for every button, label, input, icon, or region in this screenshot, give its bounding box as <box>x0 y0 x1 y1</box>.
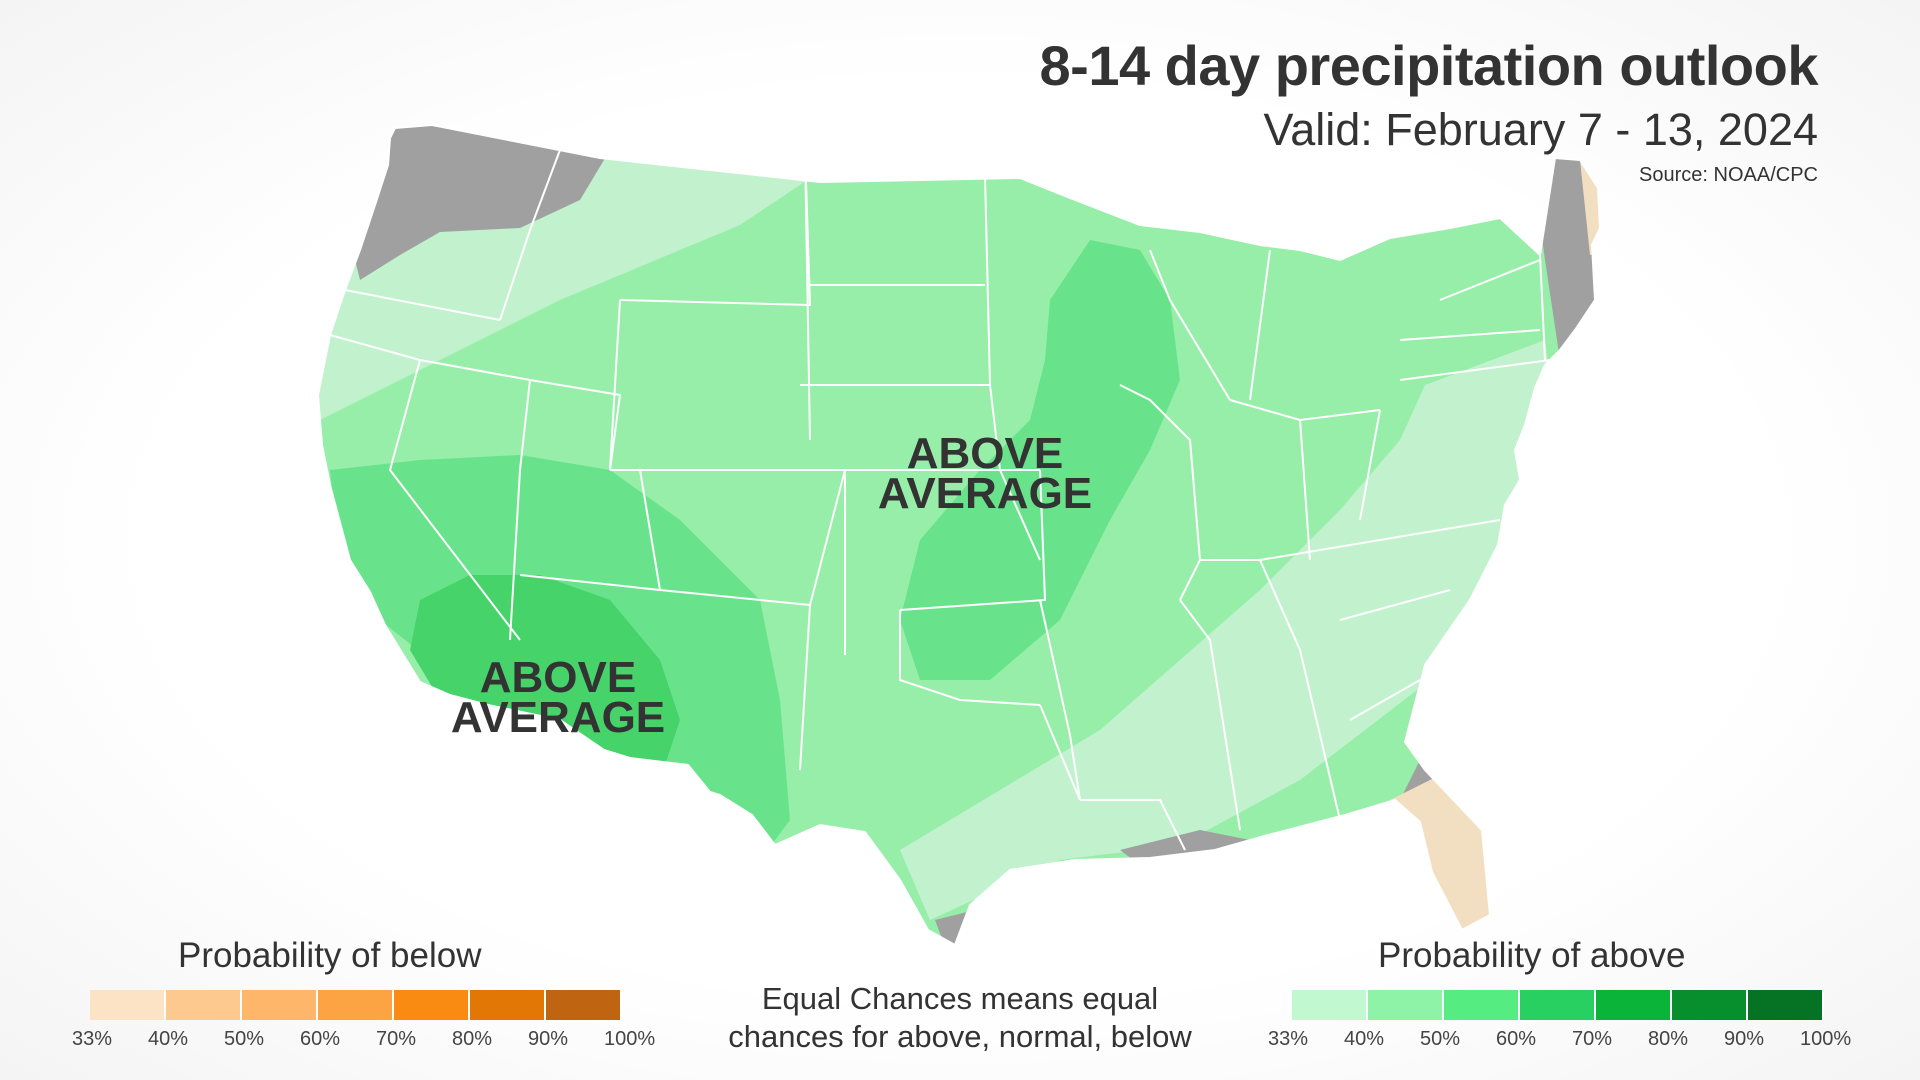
legend-above-swatch-4 <box>1596 990 1672 1020</box>
legend-below-tick-label: 60% <box>300 1028 376 1051</box>
legend-below-ticks: 33% 40% 50% 60% 70% 80% 90% 100% <box>72 1028 680 1051</box>
legend-above-colorbar <box>1292 990 1824 1020</box>
zone-below-33-florida <box>1390 775 1495 940</box>
legend-below-colorbar <box>90 990 622 1020</box>
legend-below-tick-label: 33% <box>72 1028 148 1051</box>
legend-below-swatch-3 <box>318 990 394 1020</box>
legend-above-ticks: 33% 40% 50% 60% 70% 80% 90% 100% <box>1268 1028 1876 1051</box>
equal-chances-note-line1: Equal Chances means equal <box>690 980 1230 1018</box>
legend-below-tick-label: 70% <box>376 1028 452 1051</box>
legend-above-swatch-2 <box>1444 990 1520 1020</box>
legend-below-tick-label: 50% <box>224 1028 300 1051</box>
legend-above-swatch-5 <box>1672 990 1748 1020</box>
legend-below-title: Probability of below <box>178 936 482 976</box>
legend-below-tick-label: 80% <box>452 1028 528 1051</box>
label-above-average-midwest-line2: AVERAGE <box>878 469 1092 518</box>
label-above-average-southwest-line2: AVERAGE <box>451 693 665 742</box>
legend-above-swatch-1 <box>1368 990 1444 1020</box>
legend-above-title: Probability of above <box>1378 936 1685 976</box>
legend-below-swatch-6 <box>546 990 622 1020</box>
equal-chances-note-line2: chances for above, normal, below <box>690 1018 1230 1056</box>
legend-below-tick-label: 40% <box>148 1028 224 1051</box>
legend-above-tick-label: 33% <box>1268 1028 1344 1051</box>
legend-below-swatch-0 <box>90 990 166 1020</box>
legend-above-tick-label: 80% <box>1648 1028 1724 1051</box>
legend-above-tick-label: 90% <box>1724 1028 1800 1051</box>
legend-below-swatch-1 <box>166 990 242 1020</box>
legend-above-tick-label: 50% <box>1420 1028 1496 1051</box>
legend-below-tick-label: 100% <box>604 1028 680 1051</box>
legend-below-tick-label: 90% <box>528 1028 604 1051</box>
legend-above-swatch-6 <box>1748 990 1824 1020</box>
legend-above-tick-label: 60% <box>1496 1028 1572 1051</box>
equal-chances-note: Equal Chances means equal chances for ab… <box>690 980 1230 1056</box>
legend-above-tick-label: 40% <box>1344 1028 1420 1051</box>
legend-below-swatch-2 <box>242 990 318 1020</box>
legend-below-swatch-4 <box>394 990 470 1020</box>
legend-below-swatch-5 <box>470 990 546 1020</box>
legend-above-tick-label: 100% <box>1800 1028 1876 1051</box>
zone-below-33-capecod <box>1585 320 1608 350</box>
legend-above-tick-label: 70% <box>1572 1028 1648 1051</box>
legend-above-swatch-3 <box>1520 990 1596 1020</box>
legend-above-swatch-0 <box>1292 990 1368 1020</box>
